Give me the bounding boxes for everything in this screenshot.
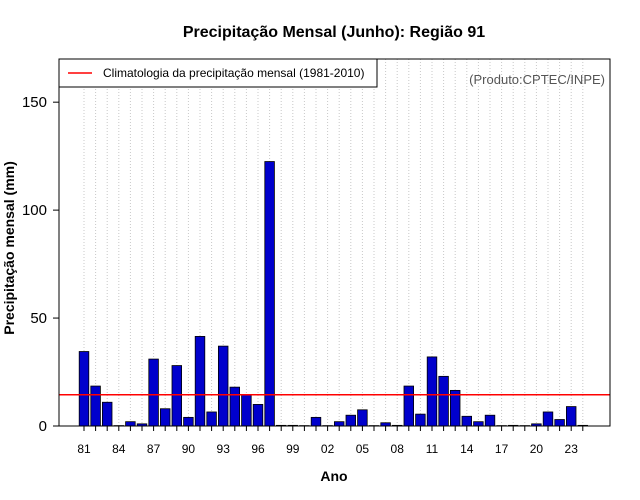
x-tick-label: 23 (565, 442, 579, 456)
bar-21 (542, 411, 554, 427)
y-tick-label: 0 (39, 418, 47, 435)
bars (78, 161, 589, 427)
x-tick-label: 93 (217, 442, 231, 456)
bar-97 (264, 161, 275, 427)
bar-85 (125, 421, 136, 427)
bar-16 (484, 414, 496, 427)
legend-box (58, 58, 378, 88)
x-tick-label: 84 (112, 442, 126, 456)
bar-92 (206, 411, 217, 427)
x-tick-label: 20 (530, 442, 544, 456)
bar-83 (102, 401, 113, 427)
legend: Climatologia da precipitação mensal (198… (58, 58, 378, 88)
legend-label: Climatologia da precipitação mensal (198… (103, 66, 364, 80)
bar-91 (194, 336, 206, 427)
bar-01 (310, 416, 322, 427)
x-tick-label: 87 (147, 442, 161, 456)
x-axis-label: Ano (320, 468, 347, 484)
grid-lines (83, 59, 584, 426)
bar-04 (345, 414, 357, 427)
bar-11 (426, 356, 438, 427)
bar-03 (333, 421, 345, 427)
y-tick-label: 50 (30, 310, 47, 327)
x-axis: 81 84 87 90 93 96 99 02 05 08 11 14 17 20 23 (77, 426, 584, 456)
bar-14 (461, 415, 473, 427)
bar-82 (90, 385, 101, 427)
x-tick-label: 14 (460, 442, 474, 456)
bar-22 (554, 419, 565, 427)
bar-12 (438, 375, 449, 427)
bar-15 (473, 421, 484, 427)
x-tick-label: 96 (251, 442, 265, 456)
bar-13 (449, 389, 461, 427)
x-tick-label: 11 (426, 442, 439, 456)
bar-05 (357, 409, 368, 427)
x-tick-label: 99 (286, 442, 300, 456)
bar-88 (159, 408, 171, 427)
bar-81 (78, 351, 90, 427)
y-axis-label: Precipitação mensal (mm) (1, 161, 17, 335)
bar-23 (566, 406, 577, 427)
y-tick-label: 150 (22, 94, 47, 111)
y-axis: 0 50 100 150 (22, 94, 59, 435)
x-tick-label: 17 (495, 442, 509, 456)
bar-87 (148, 358, 159, 427)
y-tick-label: 100 (22, 202, 47, 219)
x-tick-label: 81 (77, 442, 91, 456)
bar-09 (403, 385, 415, 427)
x-tick-label: 05 (356, 442, 370, 456)
x-tick-label: 90 (182, 442, 196, 456)
bar-95 (241, 394, 252, 427)
x-tick-label: 08 (391, 442, 405, 456)
bar-96 (252, 404, 264, 427)
bar-93 (217, 345, 229, 427)
bar-10 (415, 413, 426, 427)
x-tick-label: 02 (321, 442, 335, 456)
bar-94 (229, 386, 241, 427)
chart-title: Precipitação Mensal (Junho): Região 91 (183, 24, 485, 41)
bar-90 (183, 416, 194, 427)
bar-89 (171, 365, 183, 427)
credit-text: (Produto:CPTEC/INPE) (469, 72, 605, 87)
